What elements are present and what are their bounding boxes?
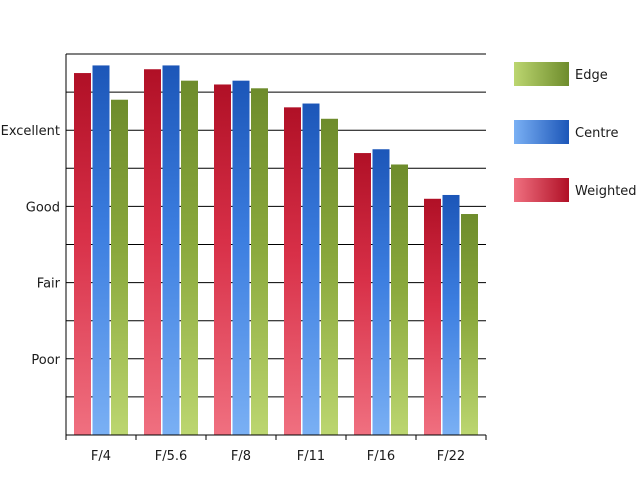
legend-label-weighted: Weighted: [575, 184, 637, 199]
y-tick-label-poor: Poor: [31, 353, 60, 368]
bar-weighted-f-5-6: [144, 69, 161, 436]
bar-centre-f-16: [372, 149, 390, 435]
bar-weighted-f-8: [214, 84, 231, 435]
legend-swatch-weighted: [514, 178, 569, 202]
legend-item-edge: Edge: [514, 62, 608, 86]
bar-edge-f-4: [111, 99, 128, 435]
bar-edge-f-22: [461, 214, 478, 435]
bar-edge-f-16: [391, 164, 408, 436]
bar-centre-f-4: [92, 65, 110, 436]
bar-centre-f-5-6: [162, 65, 180, 436]
bar-edge-f-8: [251, 88, 268, 435]
y-tick-label-fair: Fair: [37, 277, 61, 292]
legend-item-centre: Centre: [514, 120, 618, 144]
bars: [74, 65, 478, 436]
x-tick-label-f-5-6: F/5.6: [155, 449, 188, 464]
legend-label-centre: Centre: [575, 126, 618, 141]
x-tick-label-f-22: F/22: [437, 449, 465, 464]
legend: Edge Centre Weighted: [514, 62, 637, 202]
y-tick-label-good: Good: [26, 200, 60, 215]
x-tick-label-f-4: F/4: [91, 449, 111, 464]
gridlines: [66, 53, 486, 398]
legend-swatch-edge: [514, 62, 569, 86]
y-tick-label-excellent: Excellent: [1, 124, 60, 139]
legend-label-edge: Edge: [575, 68, 608, 83]
bar-weighted-f-4: [74, 73, 91, 436]
bar-centre-f-22: [442, 194, 460, 435]
x-tick-label-f-11: F/11: [297, 449, 325, 464]
x-tick-label-f-8: F/8: [231, 449, 251, 464]
legend-item-weighted: Weighted: [514, 178, 637, 202]
bar-centre-f-11: [302, 103, 320, 435]
legend-swatch-centre: [514, 120, 569, 144]
bar-weighted-f-16: [354, 153, 371, 435]
bar-edge-f-5-6: [181, 80, 198, 436]
bar-weighted-f-11: [284, 107, 301, 435]
bar-edge-f-11: [321, 118, 338, 436]
bar-centre-f-8: [232, 80, 250, 436]
x-tick-label-f-16: F/16: [367, 449, 395, 464]
bar-weighted-f-22: [424, 198, 441, 435]
axes: F/4 F/5.6 F/8 F/11 F/16 F/22 Poor Fair Good Excel…: [1, 54, 487, 464]
